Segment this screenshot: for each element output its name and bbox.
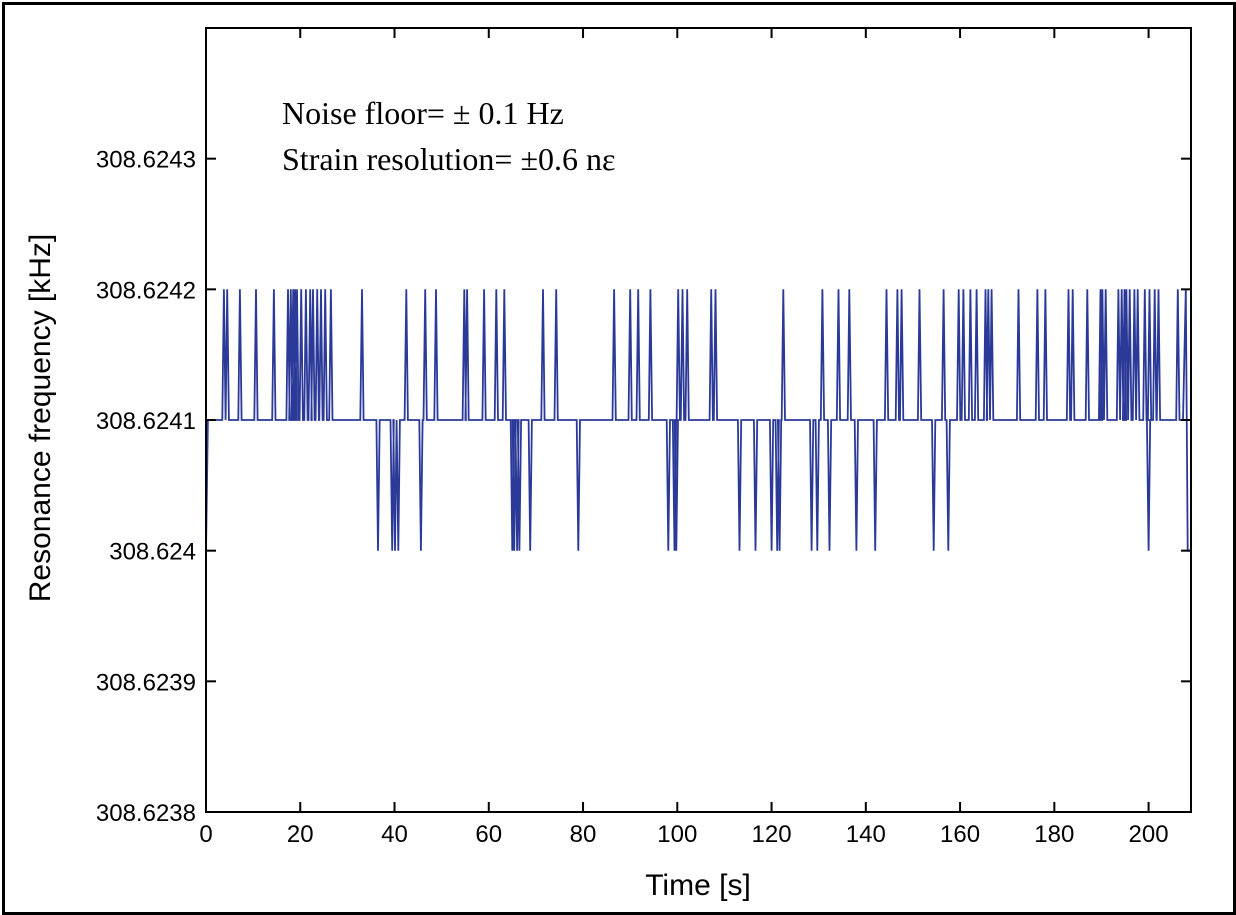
x-tick-label: 200 <box>1129 821 1169 848</box>
annotation-noise-floor: Noise floor= ± 0.1 Hz <box>282 95 564 131</box>
annotation-strain-resolution: Strain resolution= ±0.6 nε <box>282 141 615 177</box>
y-tick-label: 308.6239 <box>96 669 196 696</box>
x-tick-label: 60 <box>475 821 502 848</box>
x-tick-label: 160 <box>940 821 980 848</box>
y-axis-label: Resonance frequency [kHz] <box>24 234 57 603</box>
y-tick-label: 308.6242 <box>96 277 196 304</box>
chart-marks <box>205 289 1191 552</box>
x-tick-label: 140 <box>846 821 886 848</box>
x-tick-label: 180 <box>1034 821 1074 848</box>
x-tick-label: 120 <box>752 821 792 848</box>
x-axis-label: Time [s] <box>645 869 751 902</box>
series-line <box>205 289 1191 552</box>
x-tick-label: 100 <box>657 821 697 848</box>
y-tick-label: 308.6243 <box>96 147 196 174</box>
y-tick-label: 308.624 <box>109 539 196 566</box>
x-tick-label: 40 <box>381 821 408 848</box>
x-tick-label: 20 <box>287 821 314 848</box>
x-tick-label: 0 <box>199 821 212 848</box>
y-tick-label: 308.6241 <box>96 408 196 435</box>
y-tick-label: 308.6238 <box>96 800 196 827</box>
ticks: 0 20 40 60 80 100 120 140 160 180 200 308.6238 308.6… <box>96 28 1191 848</box>
x-tick-label: 80 <box>570 821 597 848</box>
